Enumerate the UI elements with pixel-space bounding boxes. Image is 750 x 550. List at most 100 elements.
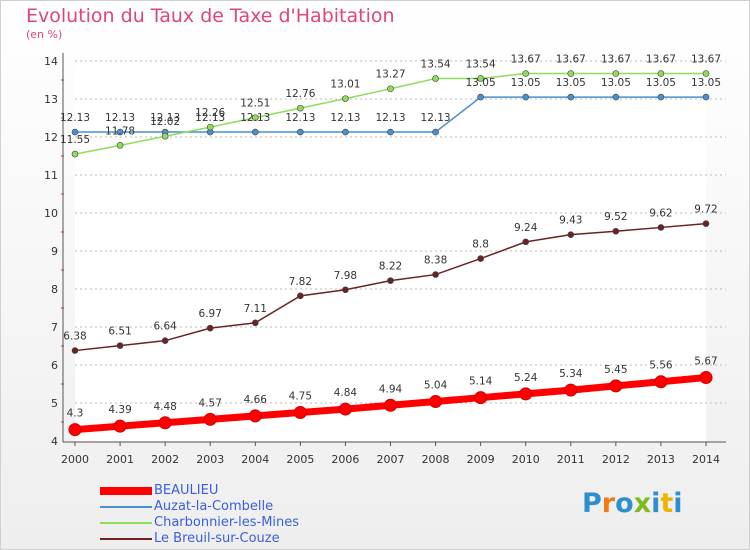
data-point <box>116 142 124 149</box>
data-label: 12.13 <box>195 112 225 124</box>
data-label: 13.67 <box>646 54 676 66</box>
data-label: 5.04 <box>424 379 448 391</box>
data-label: 7.82 <box>289 276 312 288</box>
data-label: 8.8 <box>472 239 489 251</box>
legend-label: Auzat-la-Combelle <box>154 499 274 514</box>
legend-label: Charbonnier-les-Mines <box>154 515 300 530</box>
data-label: 9.43 <box>559 215 582 227</box>
data-label: 11.55 <box>60 134 90 146</box>
data-point <box>699 371 713 385</box>
data-point <box>432 271 439 278</box>
data-point <box>116 128 124 136</box>
data-point <box>612 70 620 77</box>
data-point <box>522 238 530 246</box>
data-point <box>342 128 349 136</box>
logo-letter: r <box>601 488 616 519</box>
x-tick-label: 2006 <box>331 453 359 466</box>
legend-swatch <box>100 506 152 508</box>
data-label: 6.97 <box>199 308 222 320</box>
data-label: 12.13 <box>105 112 135 124</box>
data-point <box>522 70 530 77</box>
x-tick-label: 2003 <box>196 453 224 466</box>
data-point <box>71 128 79 136</box>
data-point <box>522 93 530 101</box>
data-point <box>71 150 79 158</box>
y-tick-label: 7 <box>51 321 58 334</box>
y-tick-label: 13 <box>44 93 58 106</box>
logo-letter: t <box>660 488 674 519</box>
y-tick-label: 9 <box>51 245 58 258</box>
chart-unit: (en %) <box>26 28 63 41</box>
data-label: 9.52 <box>604 211 627 223</box>
data-label: 12.76 <box>285 88 315 100</box>
legend-swatch <box>100 487 152 495</box>
data-label: 13.27 <box>375 69 405 81</box>
data-label: 12.26 <box>195 107 225 119</box>
data-point <box>71 347 79 354</box>
proxiti-logo: Proxiti <box>582 488 683 519</box>
chart-title: Evolution du Taux de Taxe d'Habitation <box>26 5 395 27</box>
data-point <box>567 231 575 238</box>
data-point <box>429 394 443 408</box>
data-point <box>477 255 484 262</box>
data-label: 13.67 <box>556 54 586 66</box>
data-label: 13.05 <box>646 77 676 89</box>
data-point <box>387 85 394 93</box>
data-point <box>567 93 575 101</box>
logo-letter: P <box>582 488 602 519</box>
data-point <box>161 337 169 344</box>
data-point <box>702 220 710 227</box>
data-label: 5.24 <box>514 372 538 384</box>
data-label: 12.13 <box>285 112 315 124</box>
data-label: 13.67 <box>511 54 541 66</box>
x-tick-label: 2005 <box>286 453 314 466</box>
data-point <box>609 379 623 393</box>
data-point <box>432 75 439 82</box>
data-point <box>158 416 172 430</box>
data-label: 12.02 <box>150 116 180 128</box>
data-point <box>338 402 352 416</box>
y-tick-label: 6 <box>51 359 58 372</box>
y-tick-label: 8 <box>51 283 58 296</box>
data-label: 13.05 <box>556 77 586 89</box>
data-label: 9.24 <box>514 222 538 234</box>
data-point <box>203 412 217 426</box>
data-label: 5.45 <box>604 364 627 376</box>
data-point <box>248 409 262 423</box>
data-label: 12.13 <box>240 112 270 124</box>
data-label: 4.57 <box>199 397 222 409</box>
data-point <box>206 324 214 332</box>
logo-letter: o <box>615 488 634 519</box>
data-point <box>161 132 169 140</box>
data-point <box>477 93 484 101</box>
data-label: 7.98 <box>334 270 357 282</box>
x-tick-label: 2000 <box>61 453 89 466</box>
data-point <box>657 224 665 231</box>
data-label: 13.67 <box>601 54 631 66</box>
data-label: 5.34 <box>559 368 583 380</box>
x-tick-label: 2004 <box>241 453 269 466</box>
x-tick-label: 2013 <box>647 453 675 466</box>
data-label: 6.64 <box>153 321 177 333</box>
x-tick-label: 2001 <box>106 453 134 466</box>
y-tick-label: 11 <box>44 169 58 182</box>
data-point <box>612 227 620 235</box>
data-label: 12.13 <box>375 112 405 124</box>
data-point <box>116 342 124 349</box>
data-label: 13.54 <box>421 58 451 70</box>
data-label: 6.38 <box>63 331 86 343</box>
data-label: 8.38 <box>424 255 447 267</box>
data-point <box>297 104 304 112</box>
y-tick-label: 5 <box>51 397 58 410</box>
data-label: 4.66 <box>244 394 268 406</box>
data-label: 4.75 <box>289 391 312 403</box>
data-point <box>297 128 304 136</box>
data-point <box>251 319 259 327</box>
data-label: 4.39 <box>108 404 131 416</box>
data-point <box>477 75 484 82</box>
y-tick-label: 12 <box>44 131 58 144</box>
x-tick-label: 2002 <box>151 453 179 466</box>
x-tick-label: 2008 <box>422 453 450 466</box>
data-point <box>612 93 620 101</box>
data-label: 11.78 <box>105 125 135 137</box>
